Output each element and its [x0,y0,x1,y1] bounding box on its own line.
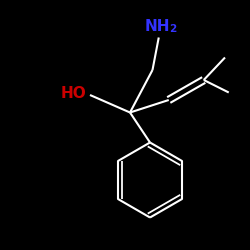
Text: HO: HO [60,86,86,101]
Text: NH: NH [145,19,170,34]
Text: 2: 2 [169,24,176,34]
